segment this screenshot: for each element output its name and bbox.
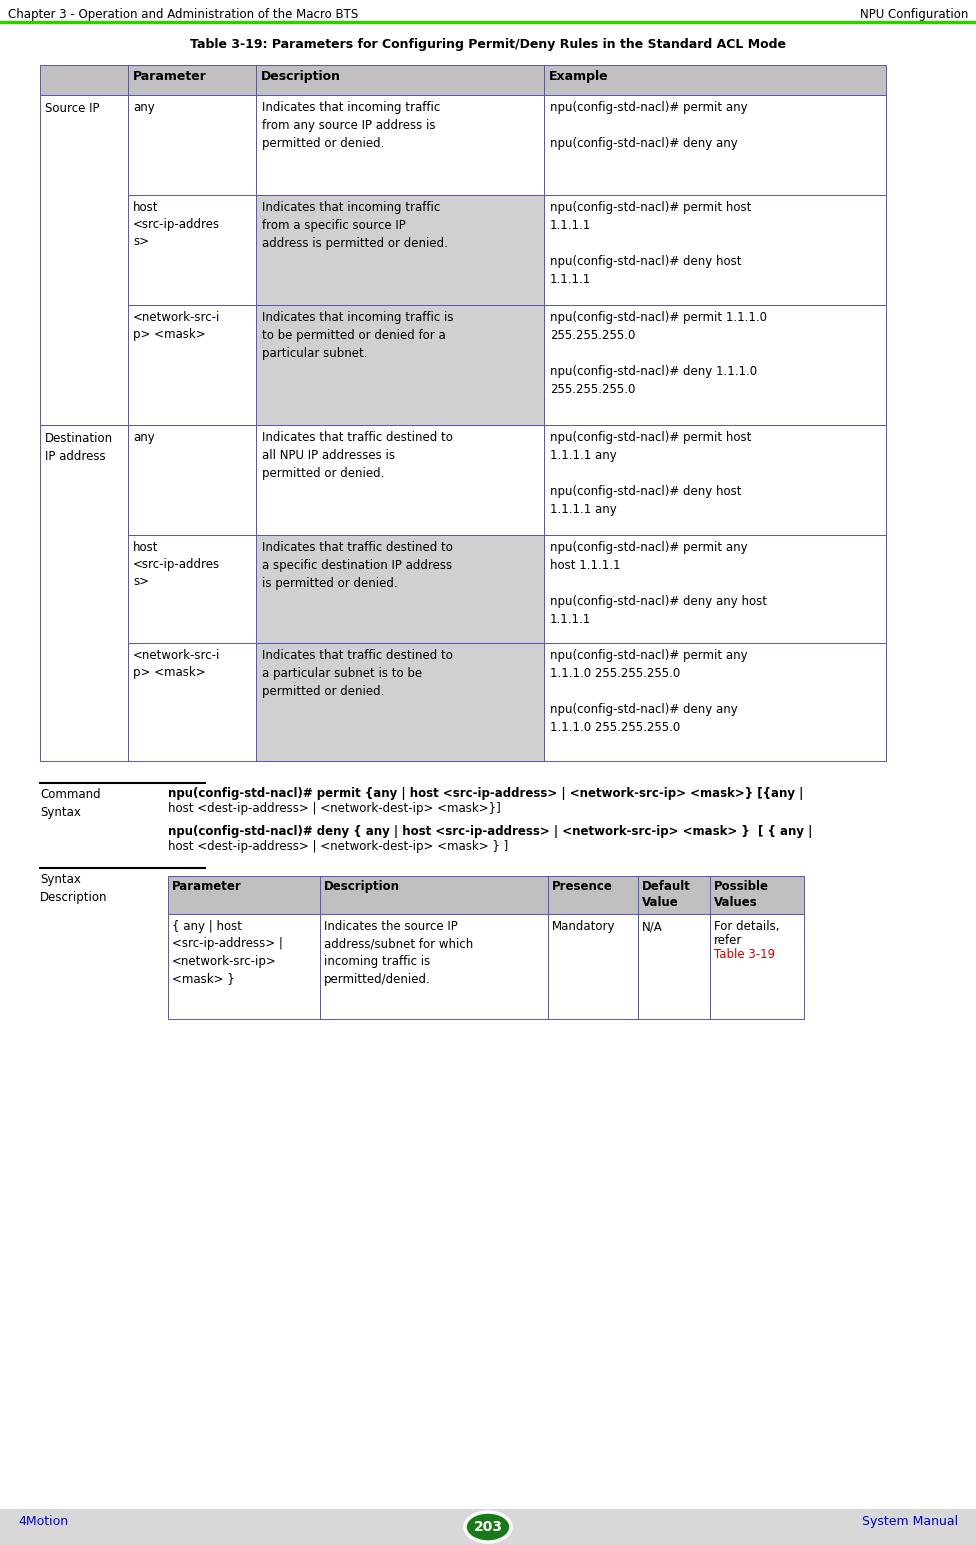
Bar <box>256 643 544 762</box>
Text: refer: refer <box>714 935 743 947</box>
Text: Parameter: Parameter <box>133 70 207 83</box>
Text: NPU Configuration: NPU Configuration <box>860 8 968 22</box>
Bar <box>548 915 638 1020</box>
Text: npu(config-std-nacl)# permit any
1.1.1.0 255.255.255.0

npu(config-std-nacl)# de: npu(config-std-nacl)# permit any 1.1.1.0… <box>550 649 748 734</box>
Text: Syntax
Description: Syntax Description <box>40 873 107 904</box>
Bar <box>638 876 710 915</box>
Text: Indicates the source IP
address/subnet for which
incoming traffic is
permitted/d: Indicates the source IP address/subnet f… <box>324 919 473 986</box>
Bar <box>544 425 886 535</box>
Text: Destination
IP address: Destination IP address <box>45 433 113 463</box>
Text: Indicates that incoming traffic
from a specific source IP
address is permitted o: Indicates that incoming traffic from a s… <box>262 201 448 250</box>
Bar <box>168 876 320 915</box>
Bar <box>544 65 886 94</box>
Bar <box>128 535 256 643</box>
Bar <box>256 195 544 304</box>
Bar <box>544 535 886 643</box>
Text: Table 3-19: Parameters for Configuring Permit/Deny Rules in the Standard ACL Mod: Table 3-19: Parameters for Configuring P… <box>190 39 786 51</box>
Bar <box>40 65 128 94</box>
Text: For details,: For details, <box>714 919 780 933</box>
Text: Indicates that traffic destined to
a specific destination IP address
is permitte: Indicates that traffic destined to a spe… <box>262 541 453 590</box>
Bar <box>128 94 256 195</box>
Text: <network-src-i
p> <mask>: <network-src-i p> <mask> <box>133 649 221 678</box>
Bar <box>128 195 256 304</box>
Text: Command
Syntax: Command Syntax <box>40 788 101 819</box>
Bar <box>548 876 638 915</box>
Text: System Manual: System Manual <box>862 1516 958 1528</box>
Text: host <dest-ip-address> | <network-dest-ip> <mask>}]: host <dest-ip-address> | <network-dest-i… <box>168 802 501 816</box>
Text: Source IP: Source IP <box>45 102 100 114</box>
Text: <network-src-i
p> <mask>: <network-src-i p> <mask> <box>133 311 221 341</box>
Bar <box>128 425 256 535</box>
Bar <box>544 94 886 195</box>
Text: N/A: N/A <box>642 919 663 933</box>
Bar <box>544 195 886 304</box>
Text: Description: Description <box>324 881 400 893</box>
Bar <box>320 876 548 915</box>
Bar <box>256 535 544 643</box>
Text: Indicates that incoming traffic is
to be permitted or denied for a
particular su: Indicates that incoming traffic is to be… <box>262 311 454 360</box>
Text: any: any <box>133 431 155 443</box>
Bar <box>128 304 256 425</box>
Bar <box>40 425 128 762</box>
Text: Mandatory: Mandatory <box>552 919 616 933</box>
Text: 203: 203 <box>473 1520 503 1534</box>
Bar <box>128 643 256 762</box>
Bar <box>544 643 886 762</box>
Bar <box>320 915 548 1020</box>
Text: { any | host
<src-ip-address> |
<network-src-ip>
<mask> }: { any | host <src-ip-address> | <network… <box>172 919 283 986</box>
Bar <box>128 65 256 94</box>
Text: Default
Value: Default Value <box>642 881 691 908</box>
Bar <box>168 915 320 1020</box>
Text: npu(config-std-nacl)# permit any
host 1.1.1.1

npu(config-std-nacl)# deny any ho: npu(config-std-nacl)# permit any host 1.… <box>550 541 767 626</box>
Bar <box>0 1509 976 1545</box>
Text: host
<src-ip-addres
s>: host <src-ip-addres s> <box>133 541 221 589</box>
Text: npu(config-std-nacl)# permit host
1.1.1.1

npu(config-std-nacl)# deny host
1.1.1: npu(config-std-nacl)# permit host 1.1.1.… <box>550 201 752 286</box>
Text: Presence: Presence <box>552 881 613 893</box>
Bar <box>256 65 544 94</box>
Bar <box>638 915 710 1020</box>
Text: Possible
Values: Possible Values <box>714 881 769 908</box>
Text: npu(config-std-nacl)# permit host
1.1.1.1 any

npu(config-std-nacl)# deny host
1: npu(config-std-nacl)# permit host 1.1.1.… <box>550 431 752 516</box>
Bar <box>544 304 886 425</box>
Text: Example: Example <box>549 70 609 83</box>
Text: npu(config-std-nacl)# permit 1.1.1.0
255.255.255.0

npu(config-std-nacl)# deny 1: npu(config-std-nacl)# permit 1.1.1.0 255… <box>550 311 767 396</box>
Text: npu(config-std-nacl)# permit {any | host <src-ip-address> | <network-src-ip> <ma: npu(config-std-nacl)# permit {any | host… <box>168 786 803 800</box>
Ellipse shape <box>465 1513 511 1542</box>
Text: any: any <box>133 100 155 114</box>
Bar <box>256 304 544 425</box>
Bar <box>256 94 544 195</box>
Text: Parameter: Parameter <box>172 881 242 893</box>
Text: Table 3-19: Table 3-19 <box>714 949 775 961</box>
Text: Description: Description <box>261 70 341 83</box>
Text: host <dest-ip-address> | <network-dest-ip> <mask> } ]: host <dest-ip-address> | <network-dest-i… <box>168 840 508 853</box>
Text: Indicates that traffic destined to
all NPU IP addresses is
permitted or denied.: Indicates that traffic destined to all N… <box>262 431 453 480</box>
Text: Chapter 3 - Operation and Administration of the Macro BTS: Chapter 3 - Operation and Administration… <box>8 8 358 22</box>
Text: npu(config-std-nacl)# deny { any | host <src-ip-address> | <network-src-ip> <mas: npu(config-std-nacl)# deny { any | host … <box>168 825 812 837</box>
Text: Indicates that traffic destined to
a particular subnet is to be
permitted or den: Indicates that traffic destined to a par… <box>262 649 453 698</box>
Text: host
<src-ip-addres
s>: host <src-ip-addres s> <box>133 201 221 249</box>
Text: Indicates that incoming traffic
from any source IP address is
permitted or denie: Indicates that incoming traffic from any… <box>262 100 440 150</box>
Text: 4Motion: 4Motion <box>18 1516 68 1528</box>
Bar <box>710 915 804 1020</box>
Bar <box>40 94 128 425</box>
Bar <box>256 425 544 535</box>
Text: npu(config-std-nacl)# permit any

npu(config-std-nacl)# deny any: npu(config-std-nacl)# permit any npu(con… <box>550 100 748 150</box>
Bar <box>710 876 804 915</box>
